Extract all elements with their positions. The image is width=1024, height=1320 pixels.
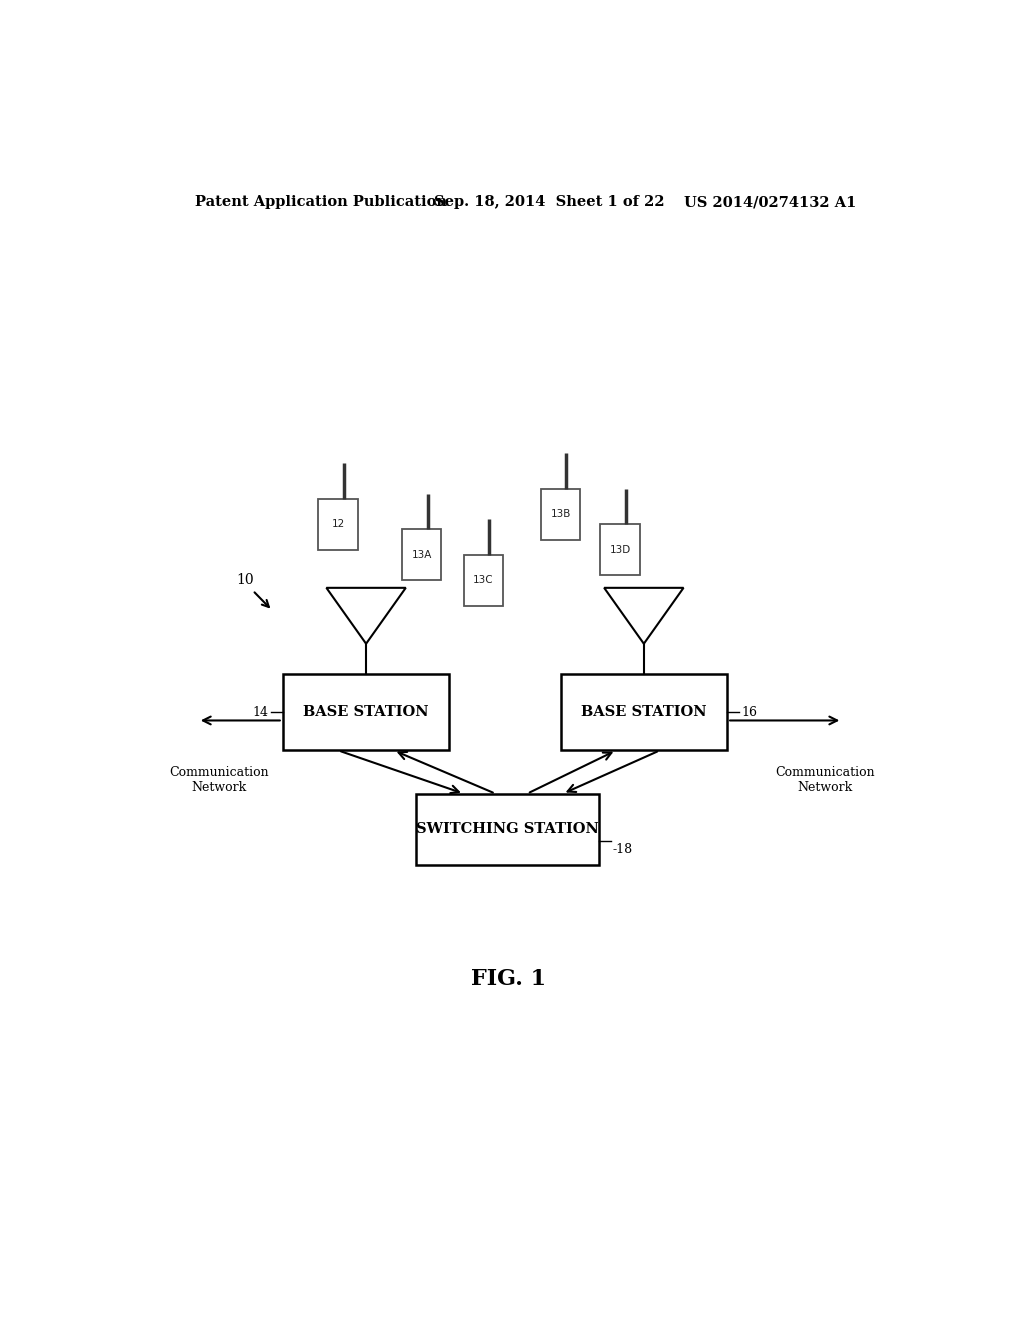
Text: Communication
Network: Communication Network (775, 766, 874, 795)
Text: 13B: 13B (550, 510, 570, 519)
Text: 13D: 13D (609, 545, 631, 554)
Text: BASE STATION: BASE STATION (581, 705, 707, 719)
Text: Patent Application Publication: Patent Application Publication (196, 195, 447, 209)
Text: US 2014/0274132 A1: US 2014/0274132 A1 (684, 195, 856, 209)
Bar (560, 675, 727, 751)
Text: SWITCHING STATION: SWITCHING STATION (416, 822, 599, 837)
Bar (318, 499, 358, 549)
Bar (600, 524, 640, 576)
Text: FIG. 1: FIG. 1 (471, 968, 547, 990)
Bar (401, 529, 441, 581)
Text: -18: -18 (613, 843, 633, 857)
Bar (541, 488, 581, 540)
Text: 13C: 13C (473, 576, 494, 585)
Text: 12: 12 (332, 519, 345, 529)
Text: Communication
Network: Communication Network (169, 766, 269, 795)
Text: 14: 14 (253, 706, 268, 719)
Text: 13A: 13A (412, 550, 432, 560)
Bar (464, 554, 504, 606)
Text: 16: 16 (741, 706, 758, 719)
Bar (416, 793, 599, 865)
Text: BASE STATION: BASE STATION (303, 705, 429, 719)
Bar (283, 675, 450, 751)
Text: 10: 10 (237, 573, 254, 587)
Text: Sep. 18, 2014  Sheet 1 of 22: Sep. 18, 2014 Sheet 1 of 22 (433, 195, 665, 209)
